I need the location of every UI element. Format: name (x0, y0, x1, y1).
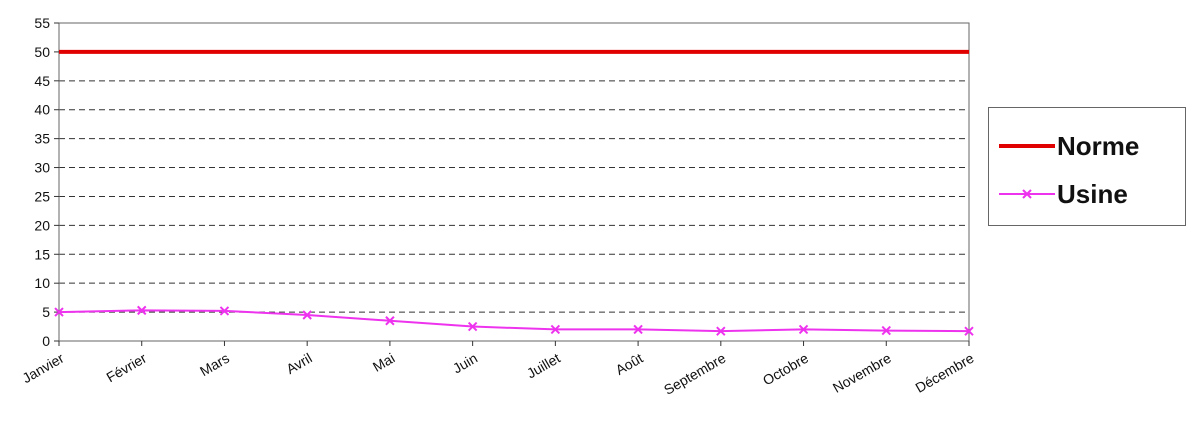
data-point-usine (716, 326, 726, 336)
x-tick-label: Janvier (19, 350, 66, 387)
y-tick-label: 25 (34, 188, 50, 204)
legend-label-norme: Norme (1057, 130, 1140, 161)
y-tick-label: 55 (34, 15, 50, 31)
legend-marker-usine (1022, 189, 1032, 199)
y-tick-label: 35 (34, 131, 50, 147)
plot-area (58, 22, 970, 342)
data-point-usine (467, 321, 478, 332)
legend-swatch-norme (999, 144, 1055, 148)
legend: Norme Usine (988, 107, 1186, 226)
y-tick-label: 45 (34, 73, 50, 89)
legend-swatch-usine (999, 189, 1055, 199)
x-tick-label: Décembre (913, 350, 977, 396)
data-point-usine (302, 310, 312, 320)
y-tick-label: 10 (34, 275, 50, 291)
x-tick-label: Septembre (661, 350, 728, 398)
data-point-usine (633, 324, 643, 335)
data-point-usine (798, 324, 809, 335)
data-point-usine (881, 325, 891, 336)
y-tick-label: 0 (42, 333, 50, 349)
legend-item-usine: Usine (999, 179, 1128, 209)
x-tick-label: Février (104, 350, 150, 386)
data-point-usine (964, 326, 974, 336)
x-tick-label: Avril (283, 350, 314, 377)
data-point-usine (219, 306, 230, 316)
y-tick-label: 20 (34, 217, 50, 233)
data-point-usine (54, 307, 64, 317)
y-tick-label: 40 (34, 102, 50, 118)
x-tick-label: Mars (197, 350, 232, 379)
x-tick-label: Juillet (524, 350, 563, 382)
y-tick-label: 5 (42, 304, 50, 320)
legend-item-norme: Norme (999, 131, 1139, 161)
x-tick-label: Août (613, 350, 646, 378)
x-tick-labels: Janvier Février Mars Avril Mai Juin Juillet Aoû… (19, 350, 976, 398)
gridlines (59, 51, 969, 313)
data-point-usine (385, 316, 395, 326)
x-tick-label: Mai (370, 350, 398, 375)
y-tick-labels: 0 5 10 15 20 25 30 35 40 45 50 55 (34, 15, 50, 349)
y-tick-label: 15 (34, 246, 50, 262)
x-tick-label: Novembre (830, 350, 894, 396)
x-tick-label: Octobre (760, 350, 811, 389)
data-point-usine (550, 324, 561, 335)
data-point-usine (137, 305, 147, 316)
y-tick-label: 30 (34, 160, 50, 176)
series-lines (54, 49, 974, 336)
y-tick-label: 50 (34, 44, 50, 60)
series-line-usine (58, 309, 970, 333)
legend-label-usine: Usine (1057, 178, 1128, 209)
axes (54, 22, 970, 346)
x-tick-label: Juin (450, 350, 480, 377)
